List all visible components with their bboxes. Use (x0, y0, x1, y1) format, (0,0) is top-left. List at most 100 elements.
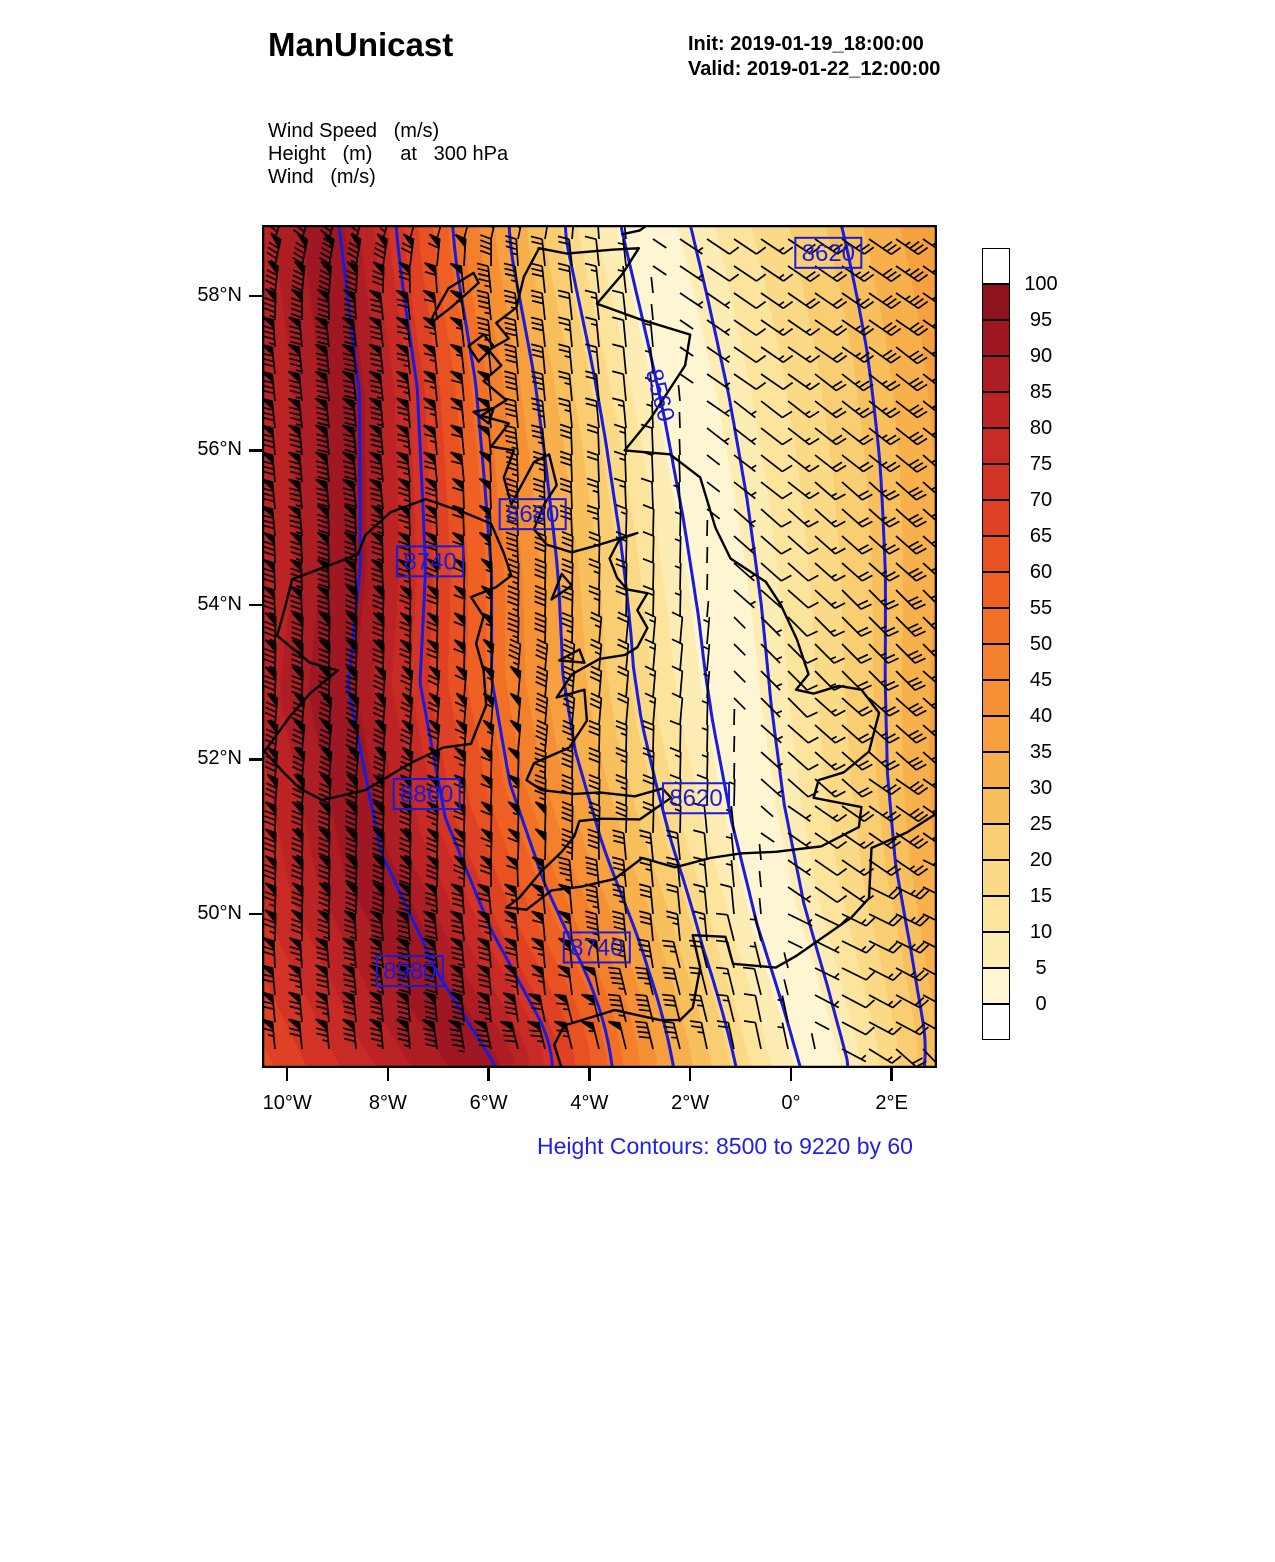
barb-full (887, 657, 899, 664)
barb-pennant (291, 882, 304, 897)
barb-pennant (264, 639, 277, 654)
barb-full (612, 915, 625, 921)
barb-pennant (482, 665, 495, 681)
barb-full (505, 477, 518, 483)
barb-pennant (428, 719, 441, 735)
barb-full (345, 285, 357, 292)
barb-full (478, 278, 490, 283)
barb-half (724, 355, 731, 361)
barb-half (484, 338, 491, 342)
barb-full (507, 627, 519, 634)
barb-half (295, 450, 302, 454)
barb-full (345, 269, 358, 276)
barb-full (452, 540, 464, 546)
colorbar-cell (982, 392, 1010, 428)
barb-half (539, 769, 546, 774)
barb-full (317, 567, 329, 573)
barb-full (346, 728, 358, 735)
barb-half (486, 703, 493, 708)
barb-pennant (264, 855, 277, 870)
barb-full (669, 801, 681, 807)
barb-full (666, 829, 678, 834)
barb-half (323, 881, 330, 886)
barb-full (808, 464, 820, 473)
barb-full (291, 653, 303, 659)
barb-full (268, 241, 280, 250)
barb-full (534, 595, 546, 602)
barb-pennant (347, 719, 360, 735)
barb-full (453, 842, 465, 848)
wind-barb-staff (814, 805, 838, 822)
barb-full (398, 901, 411, 908)
barb-pennant (422, 289, 436, 303)
barb-half (833, 945, 840, 952)
barb-half (805, 355, 812, 361)
barb-half (649, 618, 656, 624)
barb-pennant (401, 719, 414, 735)
barb-full (318, 621, 330, 627)
barb-full (342, 325, 355, 330)
barb-half (910, 889, 916, 895)
barb-pennant (316, 504, 330, 519)
barb-pennant (345, 855, 358, 870)
barb-full (345, 842, 357, 848)
barb-pennant (343, 909, 357, 924)
barb-half (697, 1031, 704, 1034)
wind-barb-staff (622, 860, 627, 888)
barb-full (291, 663, 303, 670)
colorbar-tick-label: 45 (1029, 669, 1053, 691)
wind-barb-staff (568, 401, 573, 429)
barb-full (534, 789, 546, 796)
barb-pennant (478, 504, 492, 519)
barb-full (561, 801, 573, 807)
barb-full (834, 790, 846, 798)
barb-full (289, 443, 302, 449)
barb-full (782, 327, 794, 336)
barb-full (370, 470, 383, 476)
barb-half (511, 252, 518, 256)
barb-full (560, 461, 572, 467)
wind-barb-staff (541, 347, 546, 375)
barb-full (533, 461, 545, 467)
barb-half (619, 484, 626, 489)
barb-full (911, 653, 923, 661)
colorbar-tick-label: 0 (1035, 993, 1047, 1015)
barb-full (885, 461, 897, 470)
barb-full (315, 1000, 328, 1005)
barb-full (319, 257, 330, 265)
barb-full (373, 674, 385, 681)
barb-pennant (399, 612, 412, 627)
wind-barb-staff (783, 979, 789, 996)
barb-full (291, 869, 303, 875)
barb-full (291, 820, 303, 827)
barb-full (535, 729, 547, 737)
barb-full (534, 600, 546, 607)
barb-full (637, 976, 650, 980)
barb-full (806, 684, 818, 691)
barb-full (342, 379, 355, 384)
barb-pennant (262, 964, 275, 978)
barb-full (642, 747, 654, 753)
barb-pennant (264, 909, 277, 924)
barb-full (807, 736, 819, 744)
barb-full (884, 626, 896, 634)
barb-half (701, 700, 708, 704)
wind-barb-staff (787, 670, 808, 691)
wind-barb-staff (622, 374, 627, 402)
coastline-path (553, 812, 937, 1068)
barb-full (396, 352, 409, 357)
barb-half (268, 611, 276, 616)
barb-full (290, 572, 302, 579)
barb-pennant (320, 719, 333, 735)
barb-full (882, 241, 893, 250)
barb-full (369, 1027, 382, 1032)
barb-full (398, 270, 410, 276)
barb-full (531, 973, 544, 978)
wind-barb-staff (679, 698, 684, 726)
wind-barb-staff (814, 319, 838, 336)
barb-pennant (509, 692, 522, 708)
wind-barb-staff (679, 617, 684, 645)
barb-full (425, 1043, 437, 1048)
barb-full (292, 269, 305, 276)
barb-full (908, 729, 919, 737)
